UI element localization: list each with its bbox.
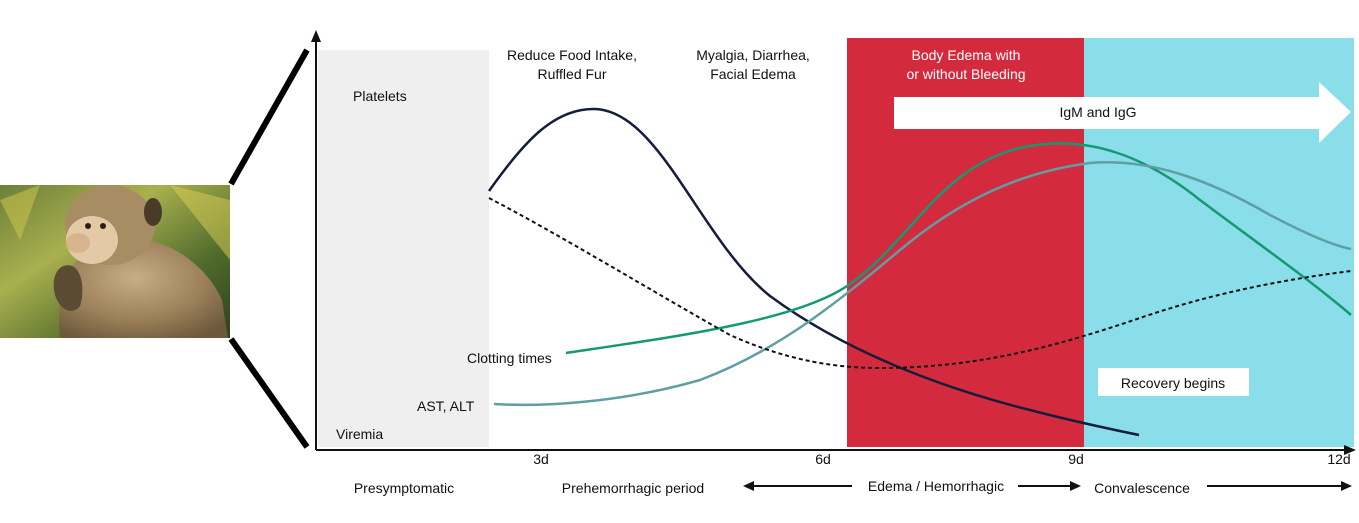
edema-arrow-right-head	[1070, 481, 1081, 491]
symptom-mid-line1: Myalgia, Diarrhea,	[696, 47, 810, 63]
symptom-early-line2: Ruffled Fur	[538, 66, 607, 82]
platelets-curve	[488, 197, 1352, 370]
antibody-label: IgM and IgG	[1059, 104, 1136, 120]
phase-edema: Edema / Hemorrhagic	[868, 478, 1004, 494]
symptom-early-line1: Reduce Food Intake,	[507, 47, 637, 63]
tick-label-6d: 6d	[815, 451, 831, 467]
edema-arrow-left-head	[743, 481, 754, 491]
presymptomatic-band	[318, 50, 489, 447]
tick-label-9d: 9d	[1068, 451, 1084, 467]
recovery-label: Recovery begins	[1121, 375, 1225, 391]
symptom-mid-line2: Facial Edema	[710, 66, 796, 82]
clotting-times-curve	[565, 142, 1352, 355]
zoom-line-bottom	[228, 337, 310, 449]
symptom-late-line1: Body Edema with	[912, 47, 1021, 63]
tick-label-3d: 3d	[533, 451, 549, 467]
platelets-label: Platelets	[353, 88, 407, 104]
phase-convalescence: Convalescence	[1094, 480, 1190, 496]
y-axis-arrowhead	[311, 30, 321, 42]
phase-prehemorrhagic: Prehemorrhagic period	[562, 480, 704, 496]
tick-label-12d: 12d	[1327, 451, 1350, 467]
clotting-times-label: Clotting times	[467, 350, 552, 366]
x-axis-arrowhead	[1344, 445, 1356, 455]
viremia-curve	[487, 107, 1140, 437]
convalescence-arrow-head	[1341, 481, 1352, 491]
ast-alt-curve	[493, 161, 1352, 407]
phase-presymptomatic: Presymptomatic	[354, 480, 454, 496]
viremia-label: Viremia	[336, 426, 383, 442]
ast-alt-label: AST, ALT	[417, 398, 475, 414]
recovery-box	[1098, 368, 1249, 396]
antibody-arrow	[894, 82, 1351, 143]
symptom-late-line2: or without Bleeding	[906, 66, 1025, 82]
zoom-line-top	[228, 48, 310, 186]
monkey-photo	[0, 185, 230, 338]
